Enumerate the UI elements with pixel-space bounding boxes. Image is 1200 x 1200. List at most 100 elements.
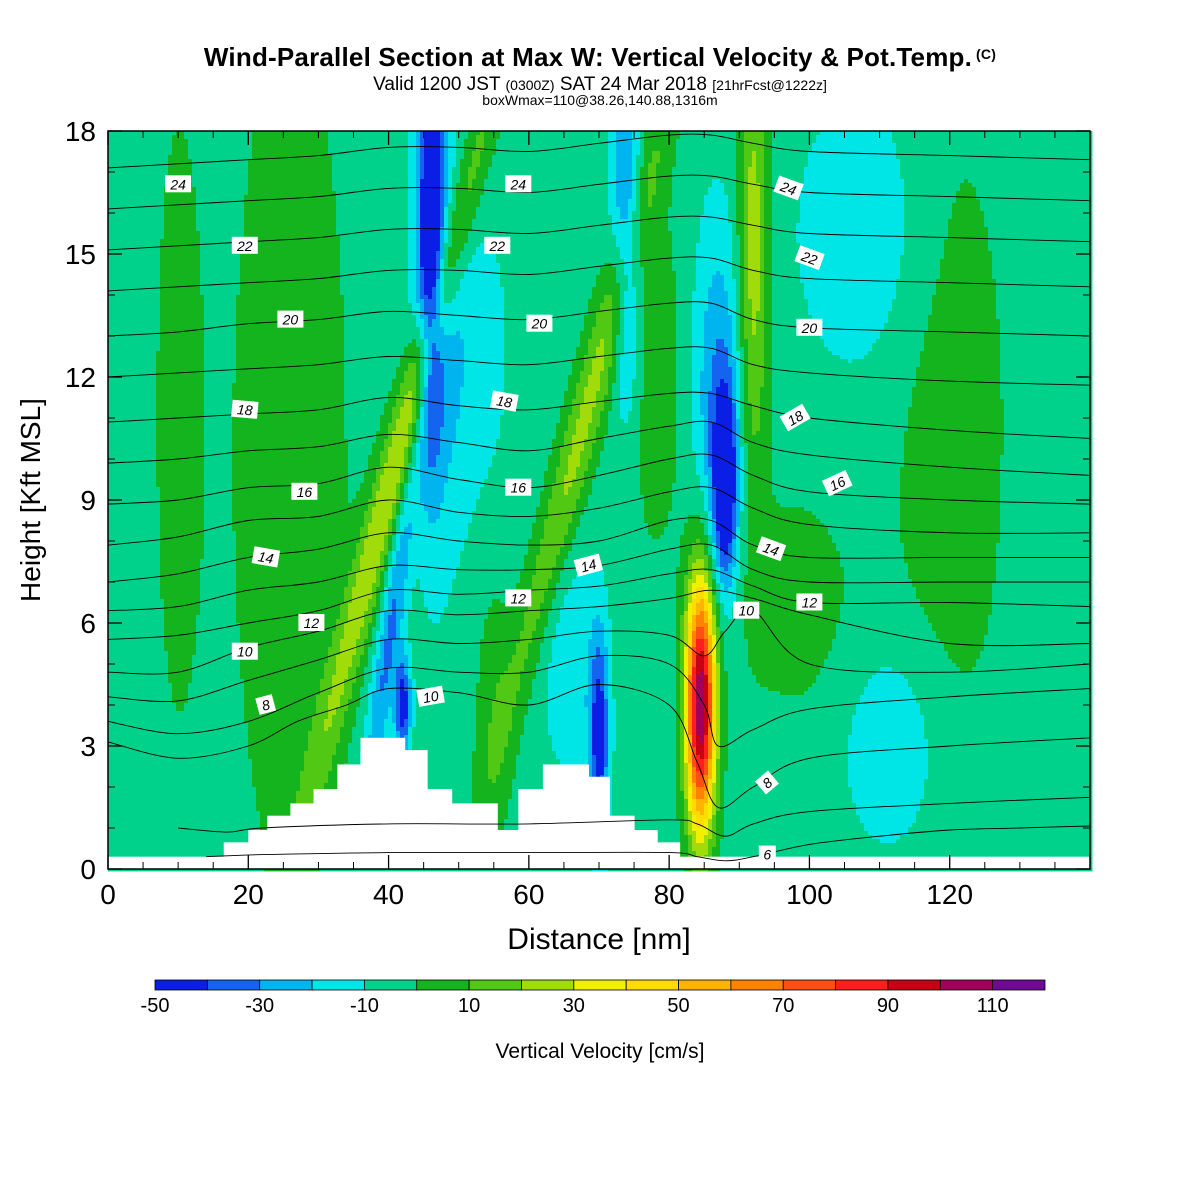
w-cell xyxy=(612,183,616,187)
w-cell xyxy=(112,199,116,203)
w-cell xyxy=(920,175,924,179)
w-cell xyxy=(328,135,332,139)
w-cell xyxy=(912,159,916,163)
w-cell xyxy=(1024,191,1028,195)
w-cell xyxy=(632,159,636,163)
w-cell xyxy=(972,163,976,167)
w-cell xyxy=(736,175,740,179)
w-cell xyxy=(1036,143,1040,147)
w-cell xyxy=(320,191,324,195)
w-cell xyxy=(976,135,980,139)
w-cell xyxy=(312,207,316,211)
w-cell xyxy=(532,139,536,143)
w-cell xyxy=(708,135,712,139)
w-cell xyxy=(508,135,512,139)
w-cell xyxy=(724,139,728,143)
w-cell xyxy=(572,175,576,179)
w-cell xyxy=(476,151,480,155)
w-cell xyxy=(248,151,252,155)
w-cell xyxy=(1024,175,1028,179)
w-cell xyxy=(300,211,304,215)
w-cell xyxy=(544,203,548,207)
w-cell xyxy=(332,211,336,215)
w-cell xyxy=(420,171,424,175)
w-cell xyxy=(712,175,716,179)
w-cell xyxy=(252,171,256,175)
w-cell xyxy=(296,167,300,171)
w-cell xyxy=(956,167,960,171)
w-cell xyxy=(636,183,640,187)
w-cell xyxy=(468,191,472,195)
w-cell xyxy=(616,159,620,163)
w-cell xyxy=(252,207,256,211)
w-cell xyxy=(292,159,296,163)
w-cell xyxy=(264,207,268,211)
w-cell xyxy=(384,155,388,159)
w-cell xyxy=(964,147,968,151)
w-cell xyxy=(436,171,440,175)
w-cell xyxy=(236,167,240,171)
w-cell xyxy=(548,195,552,199)
w-cell xyxy=(228,199,232,203)
w-cell xyxy=(652,147,656,151)
w-cell xyxy=(728,143,732,147)
w-cell xyxy=(148,179,152,183)
w-cell xyxy=(916,207,920,211)
w-cell xyxy=(200,147,204,151)
w-cell xyxy=(456,175,460,179)
w-cell xyxy=(616,199,620,203)
w-cell xyxy=(476,207,480,211)
w-cell xyxy=(508,139,512,143)
w-cell xyxy=(448,175,452,179)
w-cell xyxy=(876,187,880,191)
w-cell xyxy=(764,187,768,191)
w-cell xyxy=(952,203,956,207)
w-cell xyxy=(172,195,176,199)
w-cell xyxy=(368,191,372,195)
w-cell xyxy=(192,183,196,187)
w-cell xyxy=(476,163,480,167)
w-cell xyxy=(556,203,560,207)
w-cell xyxy=(700,187,704,191)
w-cell xyxy=(432,191,436,195)
w-cell xyxy=(700,207,704,211)
w-cell xyxy=(864,179,868,183)
w-cell xyxy=(972,183,976,187)
w-cell xyxy=(540,135,544,139)
w-cell xyxy=(520,159,524,163)
w-cell xyxy=(544,207,548,211)
w-cell xyxy=(748,195,752,199)
w-cell xyxy=(216,143,220,147)
w-cell xyxy=(832,139,836,143)
w-cell xyxy=(972,139,976,143)
w-cell xyxy=(500,135,504,139)
w-cell xyxy=(420,175,424,179)
w-cell xyxy=(508,143,512,147)
w-cell xyxy=(796,139,800,143)
w-cell xyxy=(720,155,724,159)
w-cell xyxy=(684,171,688,175)
w-cell xyxy=(132,211,136,215)
w-cell xyxy=(1060,175,1064,179)
w-cell xyxy=(856,195,860,199)
w-cell xyxy=(348,135,352,139)
w-cell xyxy=(1028,175,1032,179)
w-cell xyxy=(232,139,236,143)
w-cell xyxy=(116,147,120,151)
w-cell xyxy=(332,179,336,183)
w-cell xyxy=(576,135,580,139)
w-cell xyxy=(836,159,840,163)
w-cell xyxy=(392,139,396,143)
w-cell xyxy=(192,175,196,179)
w-cell xyxy=(1016,151,1020,155)
w-cell xyxy=(420,207,424,211)
w-cell xyxy=(972,143,976,147)
w-cell xyxy=(712,167,716,171)
w-cell xyxy=(920,139,924,143)
w-cell xyxy=(720,147,724,151)
w-cell xyxy=(708,139,712,143)
w-cell xyxy=(952,183,956,187)
w-cell xyxy=(952,175,956,179)
w-cell xyxy=(992,191,996,195)
w-cell xyxy=(524,195,528,199)
